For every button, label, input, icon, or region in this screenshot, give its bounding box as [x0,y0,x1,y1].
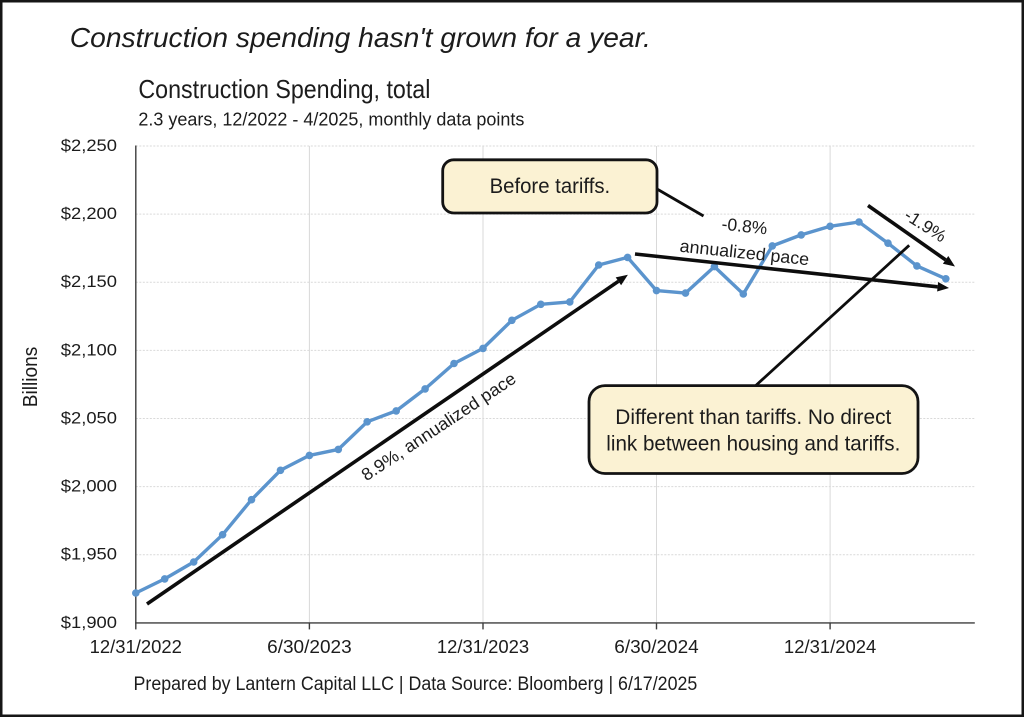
svg-text:Different than tariffs. No dir: Different than tariffs. No direct [615,405,891,429]
svg-text:6/30/2023: 6/30/2023 [267,637,352,657]
svg-text:$2,050: $2,050 [61,408,117,427]
svg-text:2.3 years, 12/2022 - 4/2025, m: 2.3 years, 12/2022 - 4/2025, monthly dat… [138,108,524,129]
svg-text:Construction spending hasn't g: Construction spending hasn't grown for a… [70,22,651,53]
svg-text:Billions: Billions [20,347,42,408]
svg-text:$2,100: $2,100 [61,340,117,359]
svg-text:12/31/2024: 12/31/2024 [784,637,876,657]
svg-text:$1,900: $1,900 [61,613,117,632]
svg-text:$2,200: $2,200 [61,204,117,223]
svg-text:Construction Spending, total: Construction Spending, total [138,74,430,104]
svg-text:6/30/2024: 6/30/2024 [614,637,699,657]
svg-text:12/31/2023: 12/31/2023 [437,637,529,657]
svg-text:-0.8%: -0.8% [721,214,769,239]
svg-text:Prepared by Lantern Capital LL: Prepared by Lantern Capital LLC | Data S… [134,674,698,695]
svg-text:12/31/2022: 12/31/2022 [90,637,182,657]
svg-text:link between housing and tarif: link between housing and tariffs. [606,432,900,456]
svg-text:$2,250: $2,250 [61,136,117,155]
svg-text:Before tariffs.: Before tariffs. [490,174,611,198]
svg-text:$2,150: $2,150 [61,272,117,291]
svg-text:$2,000: $2,000 [61,477,117,496]
svg-text:$1,950: $1,950 [61,545,117,564]
